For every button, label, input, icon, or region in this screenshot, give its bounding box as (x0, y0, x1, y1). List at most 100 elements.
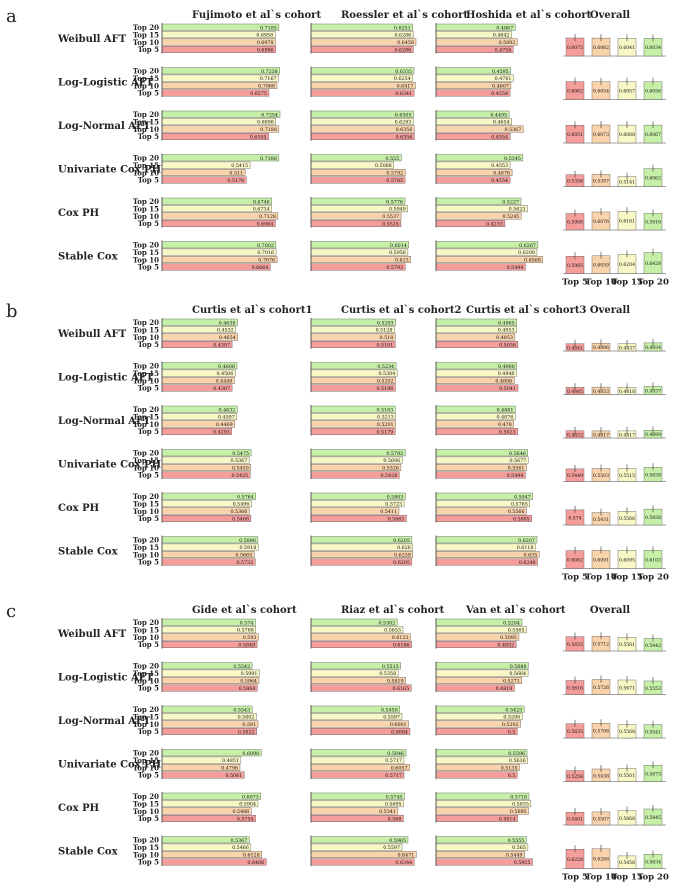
bar-value-label: 0.4632 (219, 407, 236, 413)
series-label: Top 5 (138, 340, 159, 349)
overall-value-label: 0.574 (568, 515, 581, 521)
bar-value-label: 0.4932 (497, 643, 514, 649)
bar-value-label: 0.7238 (261, 69, 278, 75)
series-label: Top 10 (133, 850, 159, 859)
bar-value-label: 0.511 (229, 171, 243, 177)
bar-value-label: 0.5646 (509, 451, 526, 457)
overall-value-label: 0.5501 (619, 773, 635, 779)
overall-value-label: 0.6073 (593, 132, 609, 138)
bar-value-label: 0.5458 (381, 707, 398, 713)
overall-value-label: 0.6062 (593, 45, 609, 51)
bar-value-label: 0.4506 (217, 371, 234, 377)
bar-value-label: 0.5302 (378, 620, 395, 626)
series-label: Top 10 (133, 763, 159, 772)
overall-value-label: 0.6056 (645, 89, 661, 95)
series-label: Top 20 (133, 67, 159, 76)
bar-value-label: 0.4754 (495, 48, 512, 54)
bar-value-label: 0.6356 (396, 127, 413, 133)
overall-value-label: 0.5515 (619, 473, 635, 479)
bar-value-label: 0.591 (242, 722, 256, 728)
bar-value-label: 0.6057 (391, 766, 408, 772)
bar-value-label: 0.5227 (502, 199, 519, 205)
series-label: Top 10 (133, 81, 159, 90)
bar-value-label: 0.4554 (491, 135, 508, 141)
bar-value-label: 0.5041 (499, 386, 516, 392)
overall-value-label: 0.4832 (567, 432, 583, 438)
series-label: Top 10 (133, 720, 159, 729)
series-label: Top 10 (133, 420, 159, 429)
bar-value-label: 0.6305 (395, 112, 412, 118)
bar-value-label: 0.6123 (392, 635, 409, 641)
bar-value-label: 0.6456 (397, 40, 414, 46)
bar-value-label: 0.4867 (496, 25, 513, 31)
bar-value-label: 0.6098 (242, 751, 259, 757)
series-label: Top 5 (138, 640, 159, 649)
bar-value-label: 0.4293 (213, 430, 230, 436)
bar-value-label: 0.7128 (259, 214, 276, 220)
cohort-title: Gide et al`s cohort (192, 605, 297, 616)
method-label: Univariate Cox PH (58, 760, 161, 771)
bar-value-label: 0.5449 (506, 853, 523, 859)
overall-x-label: Top 20 (637, 278, 669, 288)
bar-value-label: 0.7068 (258, 84, 275, 90)
bar-value-label: 0.5956 (389, 250, 406, 256)
series-label: Top 20 (133, 662, 159, 671)
series-label: Top 5 (138, 771, 159, 780)
bar-value-label: 0.6406 (247, 860, 264, 866)
bar-value-label: 0.6254 (394, 76, 411, 82)
bar-value-label: 0.7185 (260, 25, 277, 31)
bar-value-label: 0.5819 (387, 679, 404, 685)
overall-value-label: 0.4845 (567, 389, 583, 395)
bar-value-label: 0.6259 (394, 553, 411, 559)
method-label: Log-Logistic AFT (58, 373, 154, 384)
method-label: Stable Cox (58, 252, 119, 263)
series-label: Top 15 (133, 325, 159, 334)
overall-value-label: 0.5456 (619, 860, 635, 866)
bar-value-label: 0.5792 (386, 265, 403, 271)
bar-value-label: 0.4806 (495, 379, 512, 385)
series-label: Top 15 (133, 248, 159, 257)
bar-value-label: 0.4307 (213, 343, 230, 349)
bar-value-label: 0.574 (240, 620, 254, 626)
overall-value-label: 0.6041 (619, 45, 635, 51)
overall-value-label: 0.6076 (593, 219, 609, 225)
bar-value-label: 0.4532 (217, 328, 234, 334)
cohort-title: Curtis et al`s cohort3 (466, 305, 586, 316)
bar-value-label: 0.5186 (377, 386, 394, 392)
overall-value-label: 0.6062 (645, 176, 661, 182)
overall-value-label: 0.5566 (619, 516, 635, 522)
bar-value-label: 0.5623 (509, 207, 526, 213)
overall-value-label: 0.4934 (645, 345, 661, 351)
bar-value-label: 0.478 (498, 422, 512, 428)
overall-value-label: 0.6034 (645, 45, 661, 51)
overall-value-label: 0.5726 (593, 685, 609, 691)
bar-value-label: 0.5023 (499, 430, 516, 436)
bar-value-label: 0.5918 (239, 545, 256, 551)
cohort-title: Roessler et al`s cohort (341, 10, 468, 21)
bar-value-label: 0.6001 (390, 722, 407, 728)
method-label: Weibull AFT (57, 34, 127, 45)
bar-value-label: 0.6555 (250, 135, 267, 141)
bar-value-label: 0.5181 (376, 343, 393, 349)
series-label: Top 5 (138, 219, 159, 228)
bar-value-label: 0.4495 (490, 112, 507, 118)
bar-value-label: 0.5543 (233, 707, 250, 713)
bar-value-label: 0.5358 (379, 671, 396, 677)
bar-value-label: 0.7188 (260, 156, 277, 162)
overall-value-label: 0.5449 (567, 473, 583, 479)
bar-value-label: 0.5935 (514, 860, 531, 866)
overall-value-label: 0.6095 (619, 557, 635, 563)
bar-value-label: 0.6248 (519, 560, 536, 566)
overall-value-label: 0.5638 (645, 472, 661, 478)
bar-value-label: 0.4654 (493, 120, 510, 126)
bar-value-label: 0.5486 (232, 809, 249, 815)
series-label: Top 10 (133, 168, 159, 177)
bar-value-label: 0.5561 (508, 466, 525, 472)
series-label: Top 20 (133, 241, 159, 250)
cohort-title: Van et al`s cohort (465, 605, 566, 616)
bar-value-label: 0.6186 (393, 643, 410, 649)
overall-title: Overall (590, 605, 630, 616)
bar-value-label: 0.5555 (508, 838, 525, 844)
overall-value-label: 0.5438 (593, 773, 609, 779)
